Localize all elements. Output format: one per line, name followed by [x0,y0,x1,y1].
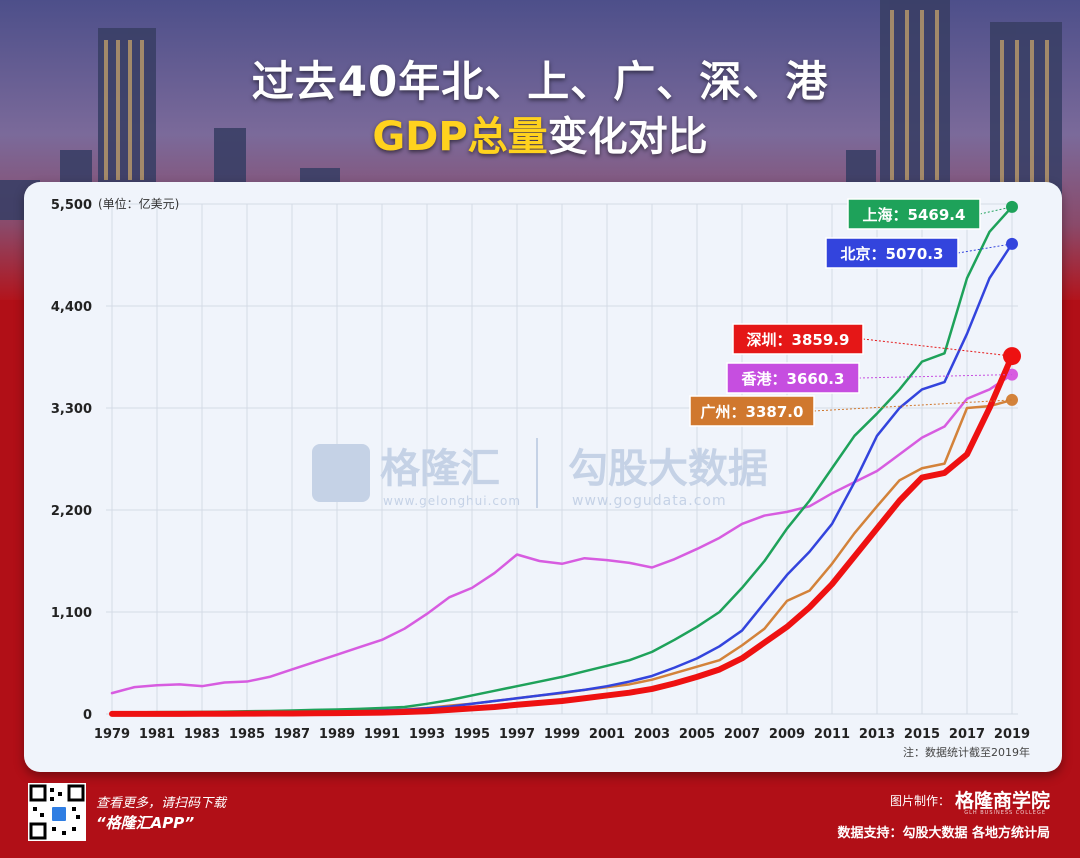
x-tick-label: 2015 [904,727,940,742]
chart-note: 注：数据统计截至2019年 [903,745,1030,759]
series-label-box [825,237,959,269]
promo-text: 查看更多，请扫码下载 [96,796,227,811]
data-source: 数据支持：勾股大数据 各地方统计局 [837,826,1050,841]
x-tick-label: 2009 [769,727,805,742]
y-axis-ticks: 0 1,100 2,200 3,300 4,400 5,500 [51,198,92,723]
series-label-香港: 香港：3660.3 [742,370,845,388]
credit-label: 图片制作： [889,794,950,808]
brand-subtitle: GLH BUSINESS COLLEGE [964,810,1046,816]
series-label-北京: 北京：5070.3 [841,245,944,263]
brand-name: 格隆商学院 [954,790,1050,812]
x-tick-label: 2013 [859,727,895,742]
series-label-box [732,323,864,355]
series-label-box [726,362,860,394]
app-logo-icon [50,805,68,823]
label-leader [957,243,1013,254]
grid-lines [106,203,1018,715]
x-axis-ticks: 1979 1981 1983 1985 1987 1989 1991 1993 1995 1997… [94,727,1030,742]
x-tick-label: 1983 [184,727,220,742]
series-labels: 香港：3660.3 广州：3387.0 北京：5070.3 上海：5469.4 深圳：3… [689,198,1013,427]
x-tick-label: 1997 [499,727,535,742]
unit-label: (单位：亿美元) [98,196,179,211]
x-tick-label: 2005 [679,727,715,742]
label-leader [813,399,1013,412]
x-tick-label: 2017 [949,727,985,742]
label-leader [862,338,1013,357]
y-tick-label: 5,500 [51,198,92,213]
x-tick-label: 2001 [589,727,625,742]
x-tick-label: 1987 [274,727,310,742]
title-rest: 变化对比 [547,114,708,160]
watermark-brand2: 勾股大数据 [568,446,768,492]
x-tick-label: 1979 [94,727,130,742]
x-tick-label: 2011 [814,727,850,742]
y-tick-label: 0 [83,708,92,723]
promo-app-name: “格隆汇APP” [96,814,195,832]
watermark-logo-icon [312,444,370,502]
x-tick-label: 2019 [994,727,1030,742]
y-tick-label: 2,200 [51,504,92,519]
series-label-深圳: 深圳：3859.9 [747,331,850,349]
watermark-brand2-url: www.gogudata.com [572,493,727,509]
label-leader [858,374,1013,379]
watermark-divider [536,438,538,508]
series-label-广州: 广州：3387.0 [701,403,804,421]
x-tick-label: 1995 [454,727,490,742]
chart-card [24,182,1062,772]
chart-title-line1: 过去40年北、上、广、深、港 [251,57,829,106]
x-tick-label: 1991 [364,727,400,742]
series-endpoint-广州 [1006,393,1018,406]
qr-code-icon[interactable] [28,783,86,841]
series-lines [109,200,1021,717]
x-tick-label: 1981 [139,727,175,742]
x-tick-label: 1989 [319,727,355,742]
y-tick-label: 3,300 [51,402,92,417]
y-tick-label: 4,400 [51,300,92,315]
x-tick-label: 2003 [634,727,670,742]
series-line-香港 [110,373,1014,695]
watermark-brand1: 格隆汇 [380,446,500,492]
x-tick-label: 2007 [724,727,760,742]
series-line-深圳 [109,353,1015,717]
watermark-brand1-url: www.gelonghui.com [383,494,521,508]
series-label-box [847,198,981,230]
label-leader [979,206,1013,215]
watermark: 格隆汇 www.gelonghui.com 勾股大数据 www.gogudata… [312,438,768,509]
x-tick-label: 1999 [544,727,580,742]
x-tick-label: 1993 [409,727,445,742]
x-tick-label: 1985 [229,727,265,742]
series-endpoint-北京 [1006,237,1018,250]
series-label-box [689,395,815,427]
title-highlight: GDP总量 [372,114,548,160]
series-label-上海: 上海：5469.4 [863,206,966,224]
chart-title-line2: GDP总量变化对比 [0,104,1080,162]
y-tick-label: 1,100 [51,606,92,621]
